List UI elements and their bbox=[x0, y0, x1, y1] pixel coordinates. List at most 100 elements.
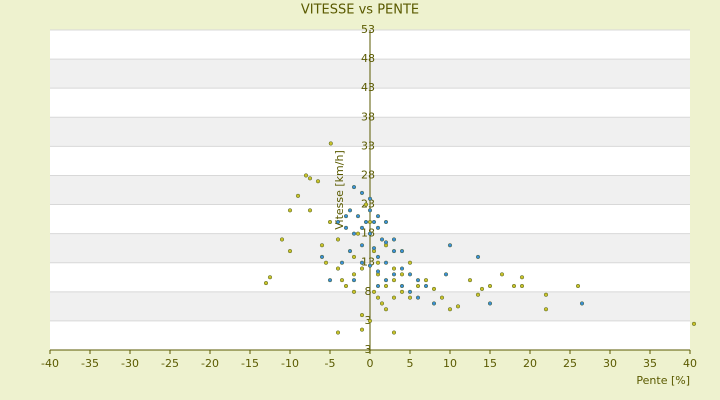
point bbox=[335, 330, 341, 335]
point bbox=[415, 295, 421, 300]
point bbox=[359, 190, 365, 195]
point bbox=[359, 313, 365, 318]
point bbox=[447, 307, 453, 312]
point bbox=[391, 278, 397, 283]
point bbox=[319, 254, 325, 259]
point bbox=[439, 295, 445, 300]
point bbox=[383, 219, 389, 225]
point bbox=[303, 173, 309, 178]
y-tick-label: 33 bbox=[361, 139, 375, 152]
x-tick-label: 15 bbox=[483, 357, 497, 370]
point bbox=[339, 278, 345, 283]
point bbox=[543, 307, 549, 312]
y-tick-label: 3 bbox=[365, 343, 372, 356]
point bbox=[475, 292, 481, 297]
point bbox=[423, 278, 429, 283]
point bbox=[287, 208, 293, 213]
x-tick-label: -35 bbox=[81, 357, 99, 370]
x-tick-label: 10 bbox=[443, 357, 457, 370]
y-tick-label: 23 bbox=[361, 198, 375, 211]
x-tick-label: -30 bbox=[121, 357, 139, 370]
point bbox=[375, 225, 381, 230]
x-tick-label: -40 bbox=[41, 357, 59, 370]
point bbox=[367, 208, 373, 213]
point bbox=[455, 304, 461, 309]
point bbox=[363, 202, 369, 207]
point bbox=[359, 243, 365, 248]
point bbox=[579, 301, 585, 306]
point bbox=[407, 295, 413, 300]
point bbox=[375, 269, 381, 274]
point bbox=[415, 283, 421, 289]
y-axis-title: Vitesse [km/h] bbox=[333, 150, 346, 230]
point bbox=[351, 185, 357, 190]
point bbox=[375, 214, 381, 219]
point bbox=[467, 278, 473, 283]
point bbox=[499, 272, 505, 277]
point bbox=[415, 278, 421, 283]
point bbox=[399, 266, 405, 271]
point bbox=[519, 283, 525, 289]
x-tick-label: -20 bbox=[201, 357, 219, 370]
point bbox=[407, 272, 413, 277]
point bbox=[263, 281, 269, 286]
point bbox=[347, 208, 353, 213]
point bbox=[375, 254, 381, 259]
x-axis-title: Pente [%] bbox=[636, 374, 690, 387]
y-tick-label: 18 bbox=[361, 227, 375, 240]
point bbox=[367, 263, 373, 268]
x-tick-label: -10 bbox=[281, 357, 299, 370]
point bbox=[343, 214, 349, 219]
point bbox=[375, 295, 381, 300]
x-tick-label: 35 bbox=[643, 357, 657, 370]
point bbox=[367, 196, 373, 201]
point bbox=[351, 289, 357, 294]
point bbox=[351, 272, 357, 277]
point bbox=[355, 231, 361, 236]
point bbox=[511, 283, 517, 289]
point bbox=[391, 266, 397, 271]
point bbox=[383, 283, 389, 289]
point bbox=[355, 214, 361, 219]
point bbox=[399, 289, 405, 294]
point bbox=[371, 289, 377, 294]
point bbox=[407, 260, 413, 265]
chart-title: VITESSE vs PENTE bbox=[301, 3, 419, 18]
point bbox=[391, 237, 397, 242]
point bbox=[391, 249, 397, 254]
y-tick-label: 28 bbox=[361, 168, 375, 181]
point bbox=[367, 219, 373, 225]
point bbox=[328, 141, 333, 146]
point bbox=[359, 266, 365, 271]
point bbox=[379, 237, 385, 242]
point bbox=[267, 275, 273, 280]
point bbox=[367, 231, 373, 236]
point bbox=[475, 254, 481, 259]
y-tick-label: 53 bbox=[361, 23, 375, 36]
point bbox=[307, 176, 313, 181]
y-tick-label: 48 bbox=[361, 52, 375, 65]
point bbox=[327, 278, 333, 283]
point bbox=[351, 231, 357, 236]
point bbox=[391, 295, 397, 300]
point bbox=[391, 272, 397, 277]
x-tick-label: -5 bbox=[325, 357, 336, 370]
point bbox=[383, 260, 389, 265]
point bbox=[443, 272, 449, 277]
point bbox=[339, 260, 345, 265]
point bbox=[323, 260, 329, 265]
point bbox=[399, 249, 405, 254]
point bbox=[307, 208, 313, 213]
point bbox=[347, 249, 353, 254]
point bbox=[287, 249, 293, 254]
point bbox=[431, 286, 437, 291]
point bbox=[327, 219, 333, 225]
point bbox=[315, 179, 321, 184]
x-tick-label: 0 bbox=[367, 357, 374, 370]
point bbox=[391, 330, 397, 335]
point bbox=[335, 266, 341, 271]
point bbox=[383, 278, 389, 283]
x-tick-label: 30 bbox=[603, 357, 617, 370]
point bbox=[279, 237, 285, 242]
